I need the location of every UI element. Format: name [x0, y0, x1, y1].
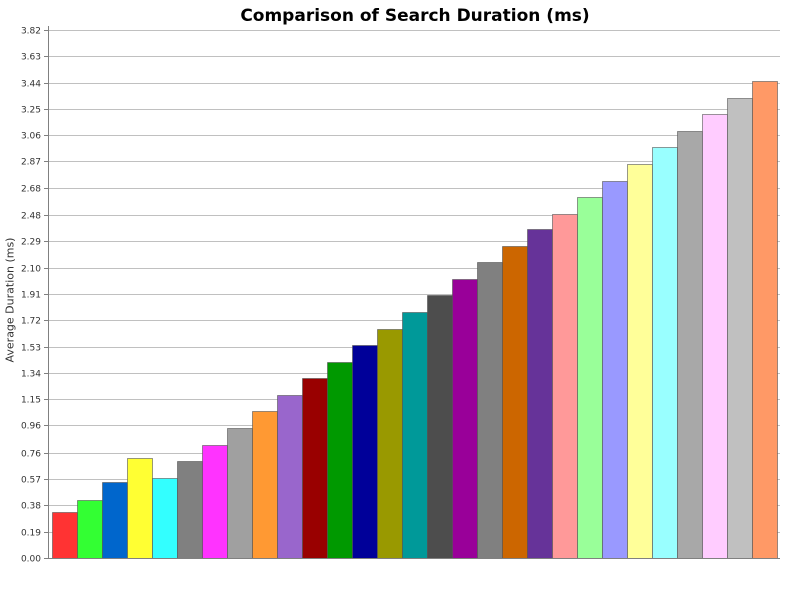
- bar: [577, 197, 603, 559]
- axis-layer: 0.00 0.19 0.38 0.57 0.76 0.96 1.15 1.34 1.53 1.72…: [21, 26, 780, 565]
- bar: [627, 164, 653, 559]
- bar: [152, 478, 178, 559]
- y-tick-label: 0.57: [21, 476, 41, 486]
- y-tick-label: 1.15: [21, 396, 41, 406]
- bar: [752, 81, 778, 559]
- y-tick-label: 3.82: [21, 27, 41, 37]
- bar: [277, 395, 303, 559]
- bar: [552, 214, 578, 559]
- bar: [252, 411, 278, 559]
- bar: [102, 482, 128, 559]
- y-tick-label: 1.72: [21, 317, 41, 327]
- y-tick-label: 2.68: [21, 185, 41, 195]
- bar: [402, 312, 428, 559]
- y-tick-label: 0.00: [21, 555, 41, 565]
- y-tick-label: 1.34: [21, 370, 41, 380]
- y-tick-label: 3.44: [21, 80, 41, 90]
- bar: [427, 295, 453, 559]
- y-tick-label: 3.06: [21, 132, 41, 142]
- bar: [652, 147, 678, 559]
- bar: [77, 500, 103, 559]
- bar: [677, 131, 703, 559]
- bar: [227, 428, 253, 559]
- bar: [502, 246, 528, 559]
- y-tick-label: 1.91: [21, 291, 41, 301]
- bar: [352, 345, 378, 559]
- bar: [52, 512, 78, 559]
- y-tick-label: 0.38: [21, 502, 41, 512]
- y-tick-label: 2.10: [21, 265, 41, 275]
- bars-layer: [52, 81, 778, 559]
- y-tick-label: 2.29: [21, 238, 41, 248]
- bar: [602, 181, 628, 559]
- y-tick-label: 1.53: [21, 344, 41, 354]
- y-tick-label: 3.63: [21, 53, 41, 63]
- bar: [477, 262, 503, 559]
- y-tick-label: 3.25: [21, 106, 41, 116]
- bar: [452, 279, 478, 559]
- bar: [302, 378, 328, 559]
- bar: [327, 362, 353, 559]
- y-tick-label: 0.96: [21, 422, 41, 432]
- bar: [702, 114, 728, 559]
- y-tick-label: 0.19: [21, 529, 41, 539]
- y-tick-label: 2.87: [21, 158, 41, 168]
- y-tick-label: 2.48: [21, 212, 41, 222]
- bar: [177, 461, 203, 559]
- bar: [202, 445, 228, 559]
- y-tick-label: 0.76: [21, 450, 41, 460]
- bar: [527, 229, 553, 559]
- bar: [127, 458, 153, 559]
- bar: [727, 98, 753, 559]
- bar: [377, 329, 403, 559]
- chart-title: Comparison of Search Duration (ms): [240, 6, 590, 26]
